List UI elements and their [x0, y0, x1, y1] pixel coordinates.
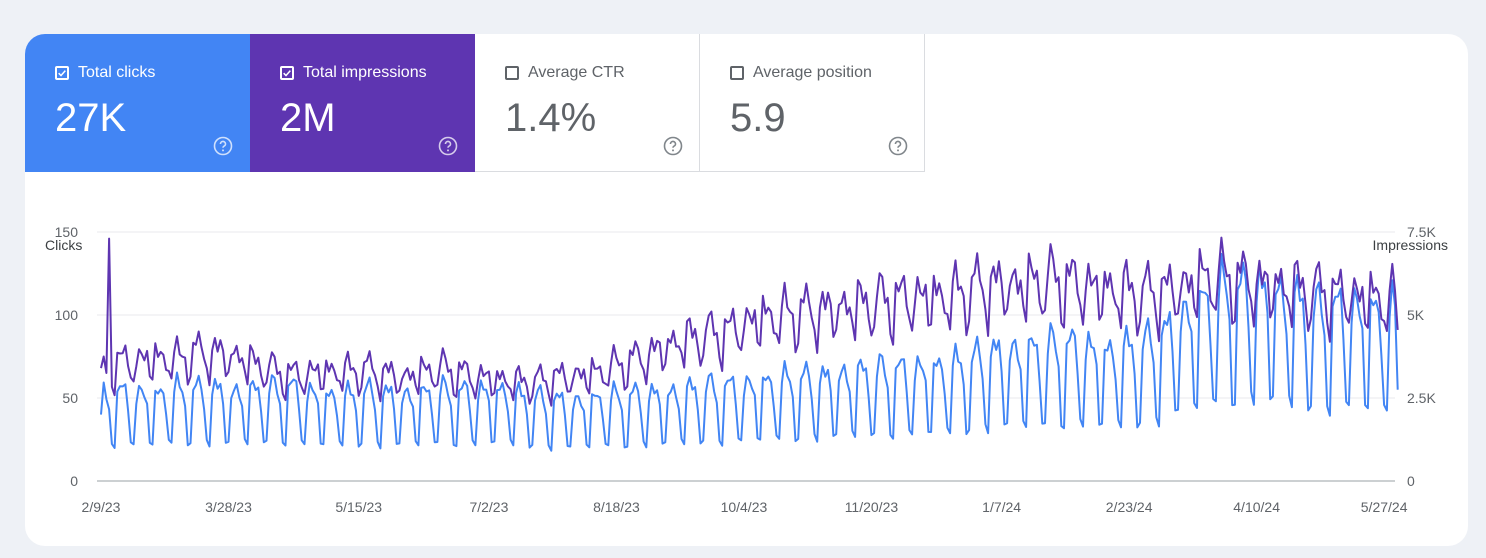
metric-label: Total impressions	[303, 64, 427, 81]
x-tick-label: 11/20/23	[845, 499, 899, 515]
metric-tiles: Total clicks 27K Total impressions 2M Av…	[25, 34, 925, 172]
series-line-clicks[interactable]	[100, 252, 1399, 452]
x-axis-ticks: 2/9/23 3/28/23 5/15/23 7/2/23 8/18/23 10/4/23…	[82, 499, 1408, 515]
metric-value: 2M	[280, 96, 336, 140]
metric-label: Total clicks	[78, 64, 156, 81]
x-tick-label: 1/7/24	[982, 499, 1021, 515]
y-axis-right-label: Impressions	[1373, 237, 1448, 253]
y-left-tick-label: 0	[70, 473, 78, 489]
help-circle-icon[interactable]	[438, 136, 458, 156]
metric-tile-total-clicks[interactable]: Total clicks 27K	[25, 34, 250, 172]
metric-tile-average-position[interactable]: Average position 5.9	[700, 34, 925, 172]
y-left-tick-label: 100	[55, 307, 79, 323]
x-tick-label: 3/28/23	[205, 499, 252, 515]
metric-label: Average CTR	[528, 64, 625, 81]
y-right-tick-label: 2.5K	[1407, 390, 1436, 406]
series-lines	[100, 236, 1399, 452]
x-tick-label: 2/9/23	[82, 499, 121, 515]
help-circle-icon[interactable]	[888, 136, 908, 156]
metric-tile-total-impressions[interactable]: Total impressions 2M	[250, 34, 475, 172]
x-tick-label: 4/10/24	[1233, 499, 1280, 515]
y-axis-left-label: Clicks	[45, 237, 82, 253]
y-right-tick-label: 7.5K	[1407, 224, 1436, 240]
x-tick-label: 7/2/23	[469, 499, 508, 515]
series-line-impressions[interactable]	[100, 236, 1399, 407]
checkbox-checked-icon[interactable]	[280, 66, 294, 80]
x-tick-label: 2/23/24	[1106, 499, 1153, 515]
metric-value: 5.9	[730, 96, 786, 140]
metric-label: Average position	[753, 64, 872, 81]
x-tick-label: 5/15/23	[335, 499, 382, 515]
performance-card: Total clicks 27K Total impressions 2M Av…	[25, 34, 1468, 546]
y-axis-right-ticks: 0 2.5K 5K 7.5K	[1407, 224, 1436, 489]
metric-value: 27K	[55, 96, 127, 140]
gridlines	[97, 231, 1395, 482]
checkbox-unchecked-icon[interactable]	[505, 66, 519, 80]
y-right-tick-label: 0	[1407, 473, 1415, 489]
performance-chart: Clicks Impressions 0 50 100 150 0 2.5K 5K 7.5K…	[25, 174, 1468, 546]
metric-tile-average-ctr[interactable]: Average CTR 1.4%	[475, 34, 700, 172]
x-tick-label: 10/4/23	[721, 499, 768, 515]
line-chart-svg[interactable]: Clicks Impressions 0 50 100 150 0 2.5K 5K 7.5K…	[25, 174, 1468, 546]
x-tick-label: 8/18/23	[593, 499, 640, 515]
checkbox-checked-icon[interactable]	[55, 66, 69, 80]
y-left-tick-label: 150	[55, 224, 79, 240]
help-circle-icon[interactable]	[213, 136, 233, 156]
y-axis-left-ticks: 0 50 100 150	[55, 224, 79, 489]
x-tick-label: 5/27/24	[1361, 499, 1408, 515]
help-circle-icon[interactable]	[663, 136, 683, 156]
checkbox-unchecked-icon[interactable]	[730, 66, 744, 80]
y-left-tick-label: 50	[62, 390, 78, 406]
y-right-tick-label: 5K	[1407, 307, 1425, 323]
metric-value: 1.4%	[505, 96, 597, 140]
